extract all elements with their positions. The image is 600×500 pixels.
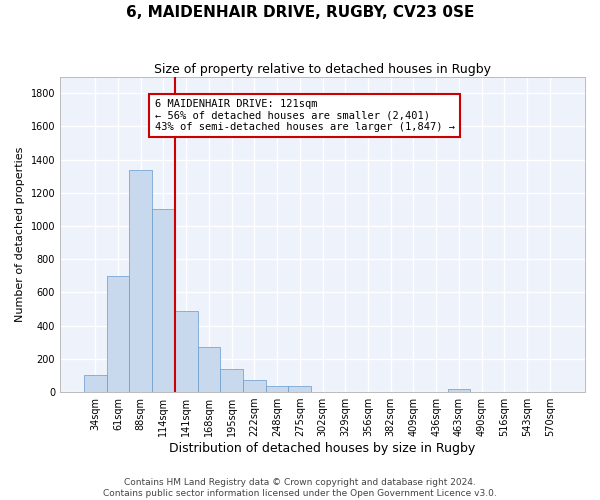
- Bar: [220, 369, 243, 392]
- Text: Contains HM Land Registry data © Crown copyright and database right 2024.
Contai: Contains HM Land Registry data © Crown c…: [103, 478, 497, 498]
- Bar: [448, 389, 470, 392]
- Bar: [197, 348, 220, 392]
- Bar: [266, 386, 289, 392]
- Bar: [84, 376, 107, 392]
- Text: 6 MAIDENHAIR DRIVE: 121sqm
← 56% of detached houses are smaller (2,401)
43% of s: 6 MAIDENHAIR DRIVE: 121sqm ← 56% of deta…: [155, 98, 455, 132]
- Text: 6, MAIDENHAIR DRIVE, RUGBY, CV23 0SE: 6, MAIDENHAIR DRIVE, RUGBY, CV23 0SE: [126, 5, 474, 20]
- Bar: [152, 210, 175, 392]
- X-axis label: Distribution of detached houses by size in Rugby: Distribution of detached houses by size …: [169, 442, 476, 455]
- Title: Size of property relative to detached houses in Rugby: Size of property relative to detached ho…: [154, 62, 491, 76]
- Bar: [130, 170, 152, 392]
- Bar: [243, 380, 266, 392]
- Bar: [289, 386, 311, 392]
- Bar: [107, 276, 130, 392]
- Y-axis label: Number of detached properties: Number of detached properties: [15, 146, 25, 322]
- Bar: [175, 310, 197, 392]
